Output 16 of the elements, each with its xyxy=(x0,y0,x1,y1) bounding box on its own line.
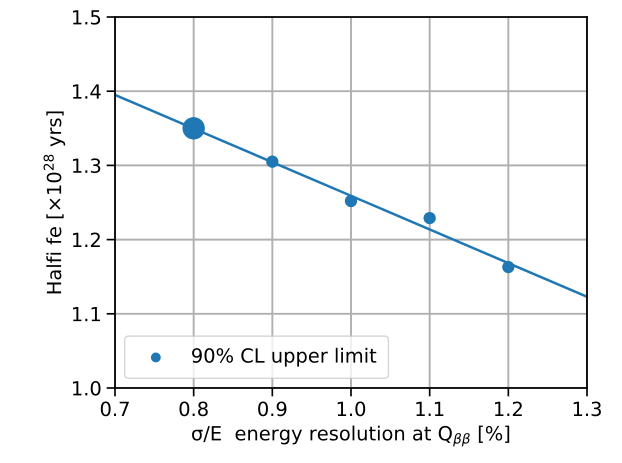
legend-label: 90% CL upper limit xyxy=(192,348,376,367)
y-tick-label: 1.0 xyxy=(73,380,101,396)
x-tick-label: 0.8 xyxy=(179,402,208,416)
y-axis-title: Halfi fe [×10$^{28}$ yrs] xyxy=(44,112,66,294)
y-tick-label: 1.2 xyxy=(73,232,100,247)
x-tick-label: 1.1 xyxy=(416,402,444,416)
y-tick-label: 1.1 xyxy=(73,307,100,322)
x-tick-label: 1.2 xyxy=(495,402,522,416)
y-tick-label: 1.3 xyxy=(73,158,100,174)
x-tick-label: 0.9 xyxy=(258,402,286,416)
x-axis-title: σ/E energy resolution at Q$_{ββ}$ [%] xyxy=(192,426,510,446)
y-tick-label: 1.4 xyxy=(73,84,101,99)
y-tick-label: 1.5 xyxy=(73,10,100,25)
x-tick-label: 1.3 xyxy=(574,402,601,416)
x-tick-label: 0.7 xyxy=(100,402,129,416)
x-tick-label: 1.0 xyxy=(338,402,366,416)
